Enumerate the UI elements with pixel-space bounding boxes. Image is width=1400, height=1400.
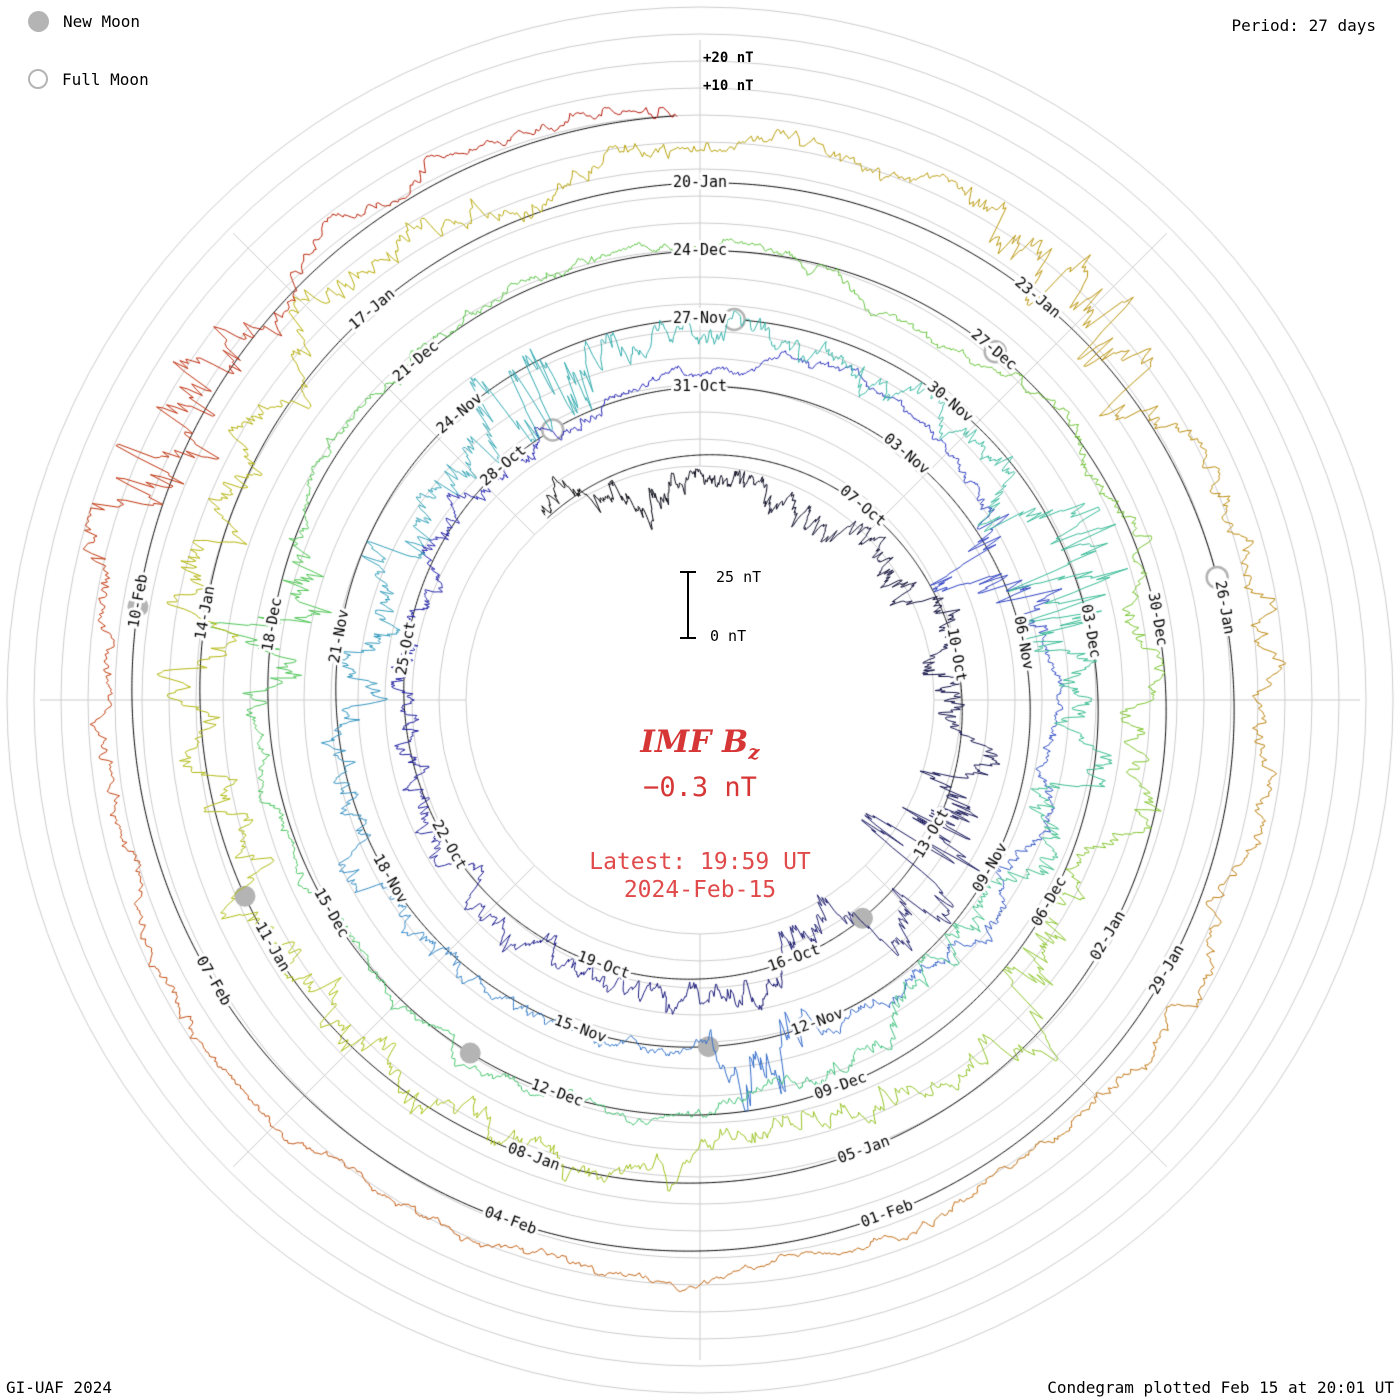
credit-label: GI-UAF 2024 [6, 1378, 112, 1397]
new-moon-icon [28, 11, 49, 32]
legend-item-new-moon: New Moon [28, 11, 140, 32]
plotted-label: Condegram plotted Feb 15 at 20:01 UT [1047, 1378, 1394, 1397]
imf-title-subscript: z [748, 740, 760, 765]
legend-label-full-moon: Full Moon [62, 69, 149, 89]
scale-bar-bottom-label: 0 nT [710, 627, 747, 645]
scale-bar-bottom-cap [680, 637, 696, 639]
axis-label-plus10: +10 nT [703, 78, 754, 94]
scale-bar [687, 572, 689, 638]
period-label: Period: 27 days [1231, 16, 1377, 35]
scale-bar-top-label: 25 nT [716, 568, 762, 586]
axis-label-plus20: +20 nT [703, 50, 754, 66]
legend-label-new-moon: New Moon [63, 12, 141, 31]
latest-time: Latest: 19:59 UT [589, 849, 811, 876]
imf-value: −0.3 nT [643, 772, 757, 804]
latest-date: 2024-Feb-15 [623, 877, 777, 904]
full-moon-icon [28, 69, 48, 89]
imf-title: IMF Bz [640, 724, 760, 765]
legend-item-full-moon: Full Moon [28, 69, 149, 89]
center-annotation: IMF Bz −0.3 nT Latest: 19:59 UT 2024-Feb… [450, 724, 950, 904]
